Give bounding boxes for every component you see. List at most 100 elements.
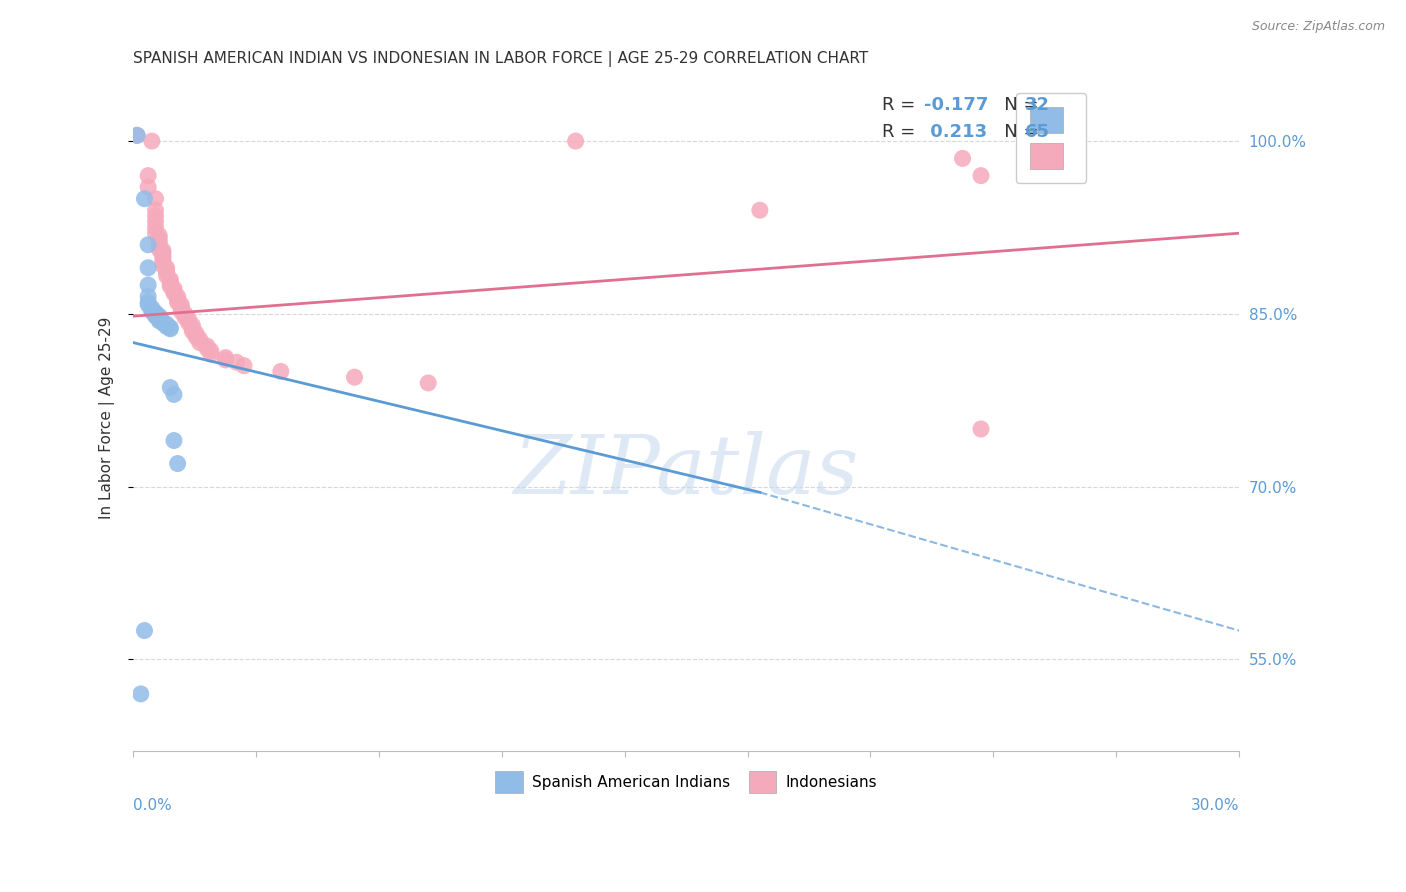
Point [127, 128, 149, 143]
Text: 0.213: 0.213 [924, 123, 987, 141]
Point [145, 306, 167, 320]
Point [163, 434, 186, 448]
Point [177, 316, 200, 330]
Point [214, 351, 236, 365]
Point [214, 352, 236, 367]
Point [270, 364, 292, 378]
Text: R =: R = [882, 123, 921, 141]
Point [148, 228, 170, 243]
Point [148, 235, 170, 250]
Legend: Spanish American Indians, Indonesians: Spanish American Indians, Indonesians [488, 764, 884, 801]
Point [129, 687, 152, 701]
Point [225, 355, 247, 369]
Point [145, 209, 167, 223]
Point [159, 380, 181, 394]
Point [163, 281, 186, 295]
Point [152, 316, 174, 330]
Point [152, 315, 174, 329]
Point [148, 310, 170, 325]
Point [152, 244, 174, 258]
Point [152, 249, 174, 263]
Point [181, 322, 204, 336]
Point [195, 339, 218, 353]
Point [136, 237, 159, 252]
Point [152, 252, 174, 266]
Point [152, 245, 174, 260]
Point [148, 237, 170, 252]
Point [170, 301, 193, 315]
Text: -0.177: -0.177 [924, 96, 988, 114]
Point [163, 387, 186, 401]
Point [159, 272, 181, 286]
Point [970, 169, 993, 183]
Text: R =: R = [882, 96, 921, 114]
Text: 32: 32 [1025, 96, 1050, 114]
Y-axis label: In Labor Force | Age 25-29: In Labor Force | Age 25-29 [100, 317, 115, 518]
Point [163, 284, 186, 298]
Point [127, 128, 149, 143]
Point [155, 263, 177, 277]
Point [145, 309, 167, 323]
Point [155, 317, 177, 331]
Point [134, 192, 156, 206]
Point [166, 295, 188, 310]
Point [748, 203, 770, 218]
Point [148, 314, 170, 328]
Point [163, 286, 186, 301]
Point [564, 134, 586, 148]
Text: N =: N = [987, 123, 1045, 141]
Text: SPANISH AMERICAN INDIAN VS INDONESIAN IN LABOR FORCE | AGE 25-29 CORRELATION CHA: SPANISH AMERICAN INDIAN VS INDONESIAN IN… [134, 51, 869, 67]
Point [181, 318, 204, 333]
Point [152, 255, 174, 269]
Point [145, 192, 167, 206]
Point [174, 310, 197, 325]
Point [195, 342, 218, 356]
Point [141, 304, 163, 318]
Text: Source: ZipAtlas.com: Source: ZipAtlas.com [1251, 20, 1385, 33]
Point [152, 259, 174, 273]
Point [155, 318, 177, 333]
Point [159, 279, 181, 293]
Point [148, 309, 170, 323]
Point [148, 311, 170, 326]
Point [136, 260, 159, 275]
Point [188, 332, 211, 346]
Point [155, 268, 177, 283]
Point [170, 298, 193, 312]
Point [136, 180, 159, 194]
Point [155, 319, 177, 334]
Point [170, 304, 193, 318]
Point [155, 265, 177, 279]
Point [145, 226, 167, 240]
Point [145, 308, 167, 322]
Point [148, 232, 170, 246]
Point [166, 293, 188, 307]
Point [166, 289, 188, 303]
Point [200, 347, 222, 361]
Point [188, 335, 211, 350]
Point [970, 422, 993, 436]
Point [166, 457, 188, 471]
Point [136, 295, 159, 310]
Point [184, 326, 207, 341]
Point [148, 312, 170, 326]
Point [177, 312, 200, 326]
Point [148, 243, 170, 257]
Point [145, 220, 167, 235]
Point [233, 359, 256, 373]
Point [184, 330, 207, 344]
Point [200, 343, 222, 358]
Point [141, 301, 163, 315]
Text: N =: N = [987, 96, 1045, 114]
Text: 65: 65 [1025, 123, 1050, 141]
Point [159, 322, 181, 336]
Point [952, 152, 974, 166]
Point [418, 376, 440, 390]
Point [145, 215, 167, 229]
Point [134, 624, 156, 638]
Point [136, 278, 159, 293]
Text: 30.0%: 30.0% [1191, 798, 1239, 814]
Point [152, 315, 174, 329]
Point [159, 277, 181, 291]
Text: ZIPatlas: ZIPatlas [513, 431, 859, 511]
